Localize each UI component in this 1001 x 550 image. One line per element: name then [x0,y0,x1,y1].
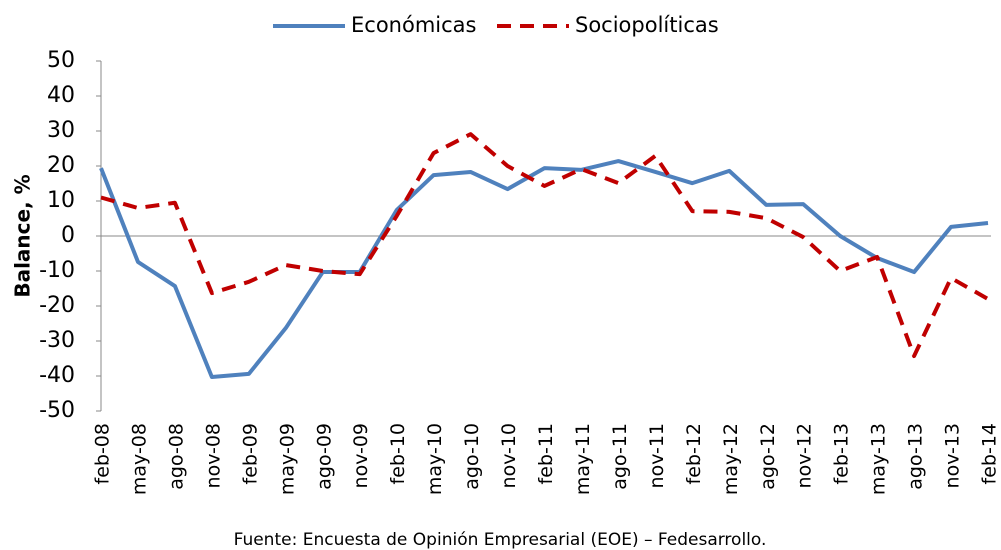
legend-label: Sociopolíticas [575,13,719,37]
x-tick-label: nov-10 [498,423,520,488]
x-tick-label: feb-08 [92,423,114,484]
x-tick-label: ago-11 [609,423,631,490]
y-tick-label: 30 [47,118,75,143]
x-tick-label: may-11 [572,423,594,495]
x-tick-label: may-09 [276,423,298,495]
legend-label: Económicas [351,13,476,37]
x-tick-label: feb-11 [535,423,557,484]
x-tick-label: feb-10 [387,423,409,484]
y-tick-label: 10 [47,188,75,213]
x-tick-label: ago-12 [757,423,779,490]
x-tick-label: feb-14 [979,423,1001,484]
x-tick-label: ago-09 [313,423,335,490]
y-tick-label: 20 [47,153,75,178]
x-tick-label: nov-13 [942,423,964,488]
x-tick-label: may-12 [720,423,742,495]
x-tick-label: ago-13 [905,423,927,490]
x-tick-label: may-10 [424,423,446,495]
x-tick-label: nov-11 [646,423,668,488]
x-tick-label: nov-12 [794,423,816,488]
y-tick-label: 50 [47,48,75,73]
y-axis-title: Balance, % [11,174,35,297]
x-tick-label: may-13 [868,423,890,495]
y-tick-label: 0 [61,223,75,248]
x-tick-label: feb-13 [831,423,853,484]
y-tick-label: -50 [39,398,75,423]
x-tick-label: ago-10 [461,423,483,490]
series-line [100,132,989,359]
source-note: Fuente: Encuesta de Opinión Empresarial … [234,530,767,550]
x-tick-label: may-08 [128,423,150,495]
y-tick-label: -40 [39,363,75,388]
y-tick-label: -10 [39,258,75,283]
x-tick-label: nov-09 [350,423,372,488]
y-tick-label: -20 [39,293,75,318]
x-tick-label: nov-08 [202,423,224,488]
series-line [99,159,989,380]
y-tick-label: 40 [47,83,75,108]
x-tick-label: feb-12 [683,423,705,484]
x-tick-label: ago-08 [165,423,187,490]
y-tick-label: -30 [39,328,75,353]
x-tick-label: feb-09 [239,423,261,484]
